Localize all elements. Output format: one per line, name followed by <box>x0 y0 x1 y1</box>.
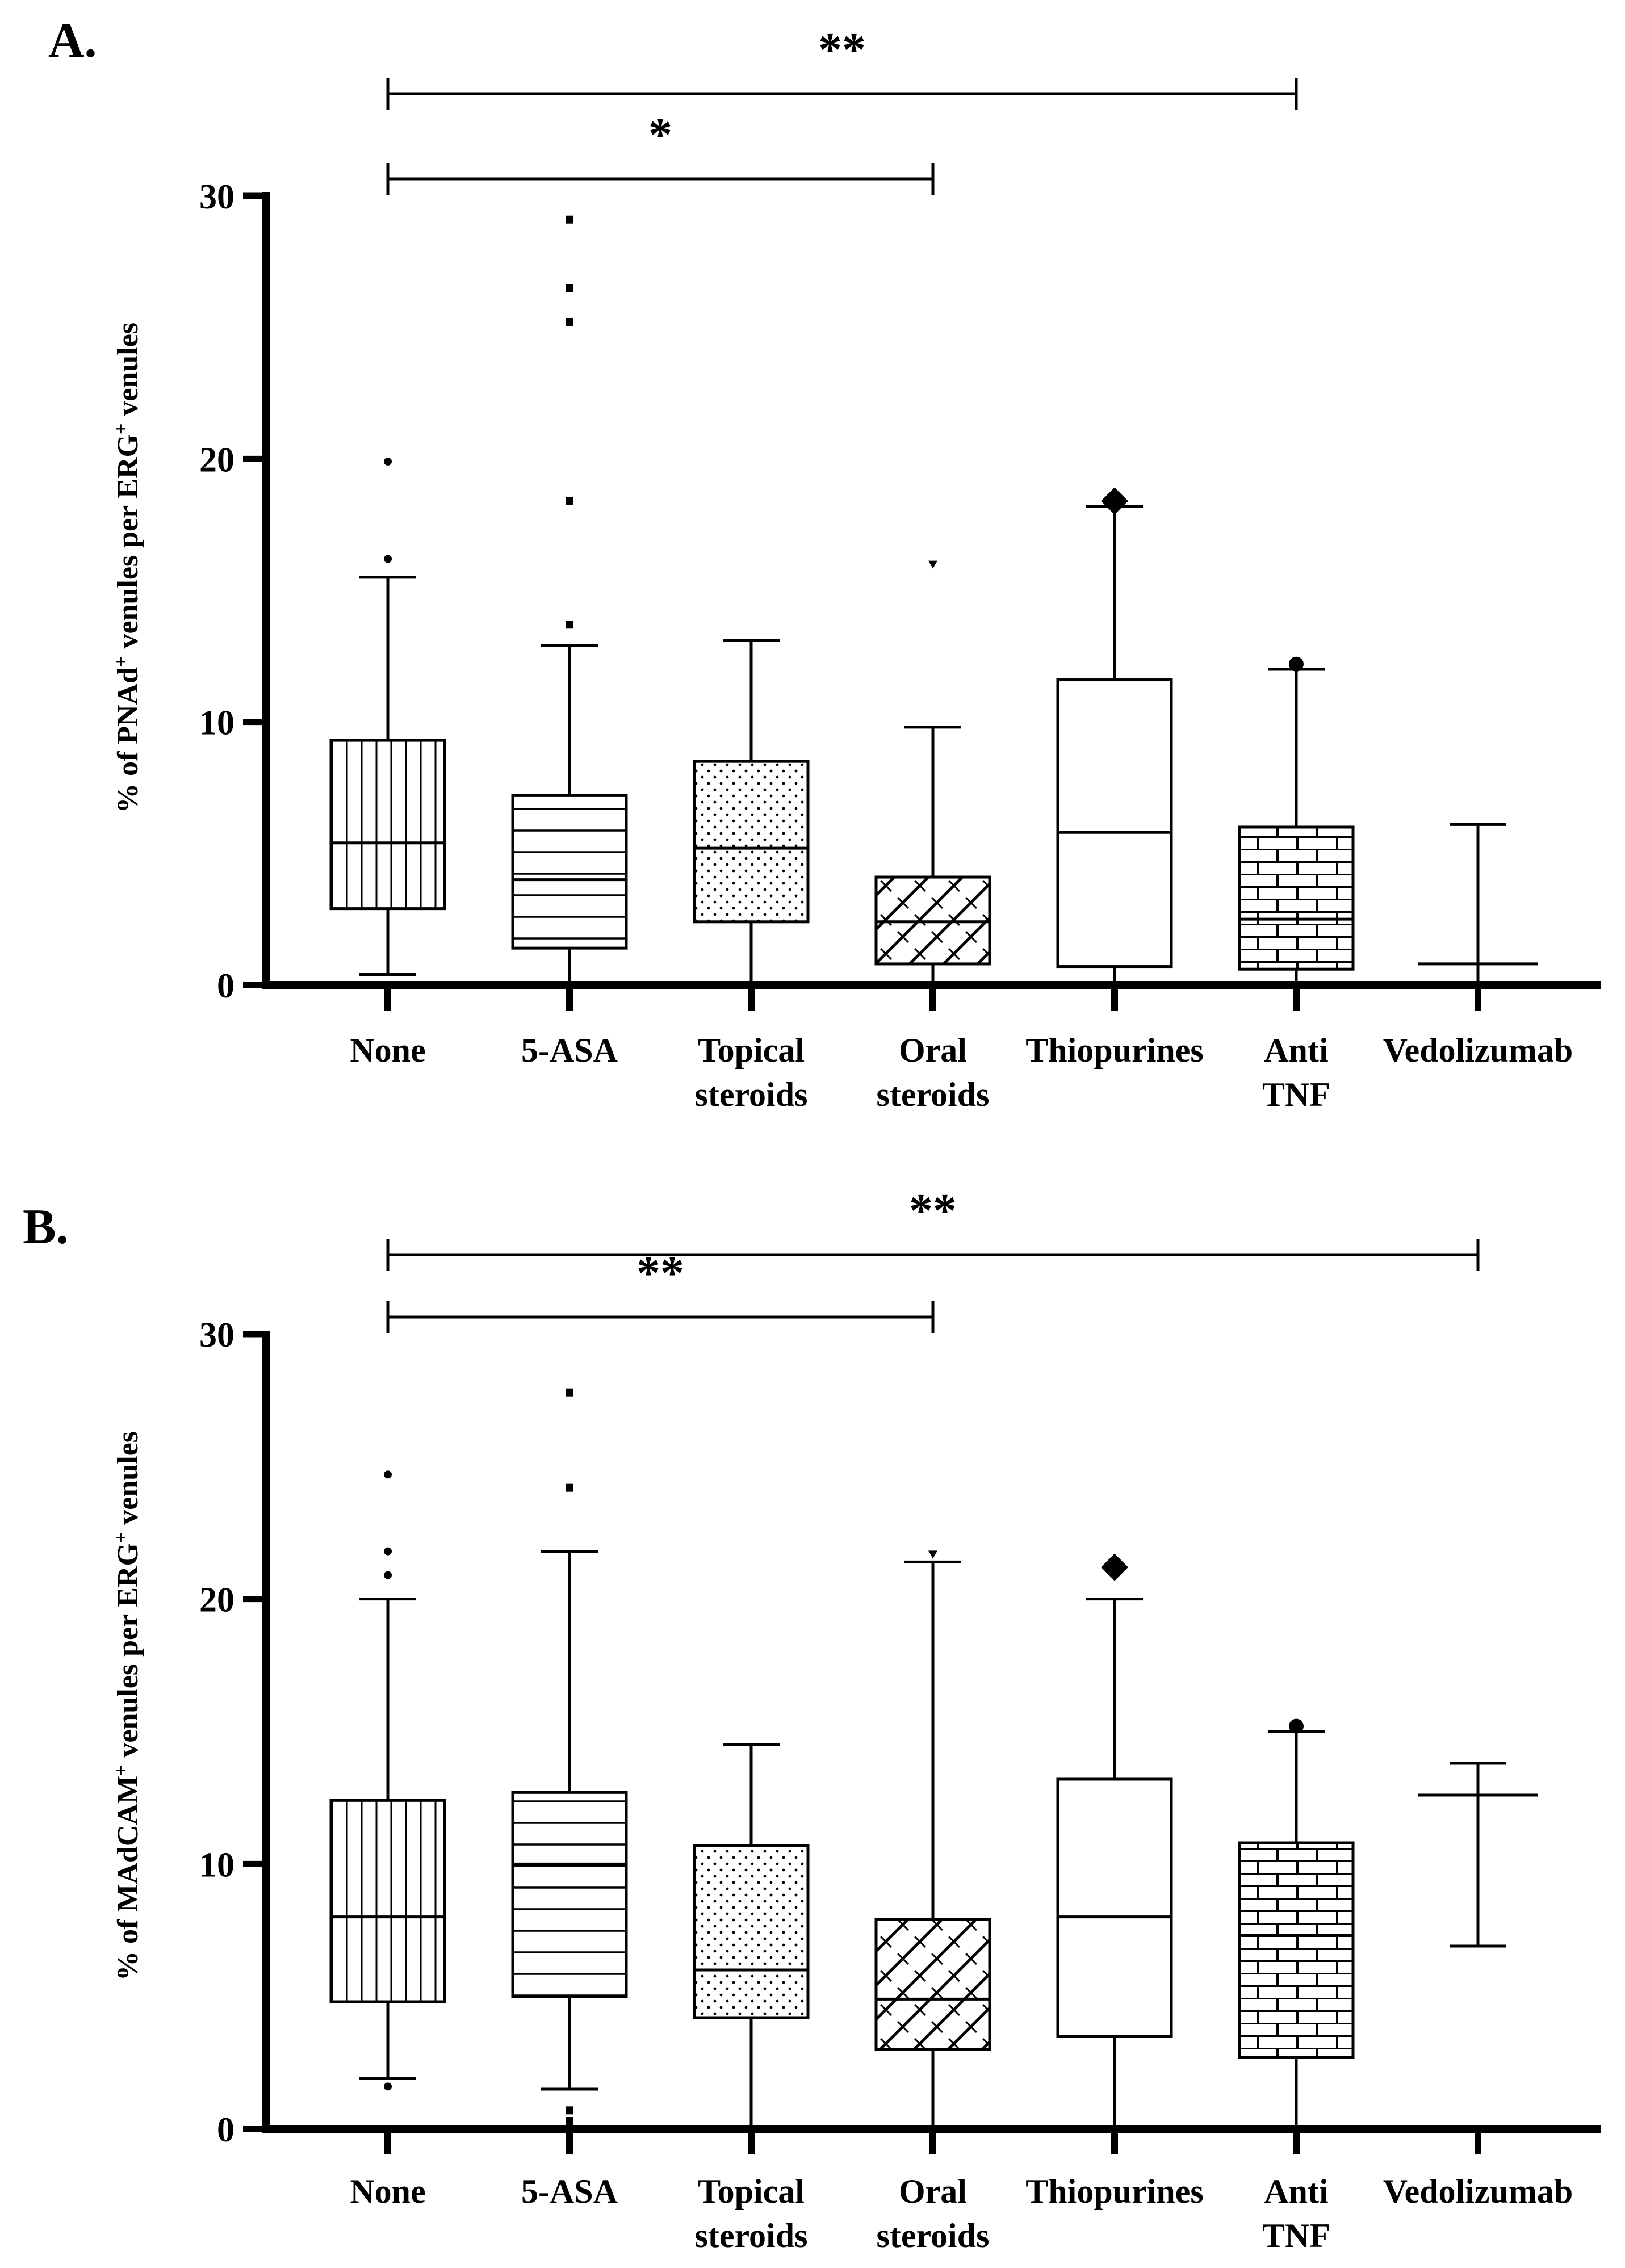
x-category-label: Anti TNF <box>1262 1032 1330 1113</box>
outlier <box>928 1550 937 1559</box>
significance-bracket: ** <box>386 23 1298 110</box>
outlier <box>384 2082 392 2091</box>
box <box>693 760 810 924</box>
box-3 <box>874 1550 991 2129</box>
y-tick-label: 0 <box>217 967 234 1005</box>
significance-label: ** <box>636 1247 684 1299</box>
x-category-label: 5-ASA <box>521 2173 618 2210</box>
outlier <box>384 1571 392 1579</box>
outlier <box>1289 1718 1304 1734</box>
x-category-label: Oral steroids <box>877 2173 990 2254</box>
y-ticks: 0 10 20 30 <box>199 178 266 1005</box>
x-category-label: Oral steroids <box>877 1032 990 1113</box>
significance-bracket: ** <box>386 1184 1480 1271</box>
y-tick-label: 0 <box>217 2111 234 2149</box>
box-5 <box>1238 656 1355 985</box>
box-4 <box>1056 487 1173 985</box>
panel-label: B. <box>23 1200 69 1255</box>
outlier <box>566 2117 573 2125</box>
box <box>1056 1777 1173 2038</box>
x-category-label: 5-ASA <box>521 1032 618 1069</box>
outlier <box>384 1470 392 1479</box>
x-category-label: None <box>350 2173 425 2210</box>
outlier <box>384 457 392 466</box>
significance-label: * <box>648 108 672 161</box>
box <box>329 739 446 911</box>
significance-brackets: ** ** <box>386 1184 1480 1333</box>
y-tick-label: 20 <box>199 1581 234 1620</box>
significance-brackets: *** <box>386 23 1298 195</box>
x-categories: None 5-ASA Topical steroids Oral steroids Thio… <box>350 2129 1573 2254</box>
box-5 <box>1238 1718 1355 2129</box>
outlier <box>566 284 573 292</box>
panel-b: B. % of MAdCAM+ venules per ERG+ venules… <box>23 1184 1601 2254</box>
box-0 <box>329 1470 446 2091</box>
y-tick-label: 30 <box>199 1316 234 1355</box>
box-1 <box>511 1388 628 2125</box>
significance-label: ** <box>909 1184 957 1237</box>
y-ticks: 0 10 20 30 <box>199 1316 266 2149</box>
significance-bracket: * <box>386 108 935 195</box>
box <box>1056 678 1173 969</box>
outlier <box>928 560 937 569</box>
y-axis-label: % of PNAd+ venules per ERG+ venules <box>111 322 144 813</box>
x-category-label: Vedolizumab <box>1383 2173 1573 2210</box>
outlier <box>384 1547 392 1556</box>
outlier <box>566 497 573 505</box>
panel-label: A. <box>48 13 97 68</box>
outlier <box>566 1483 573 1492</box>
x-category-label: Thiopurines <box>1025 1032 1203 1069</box>
x-category-label: Topical steroids <box>695 2173 808 2254</box>
outlier <box>384 555 392 563</box>
x-categories: None 5-ASA Topical steroids Oral steroids Thio… <box>350 985 1573 1113</box>
x-category-label: None <box>350 1032 425 1069</box>
box <box>874 1918 991 2051</box>
outlier <box>566 621 573 629</box>
x-category-label: Thiopurines <box>1025 2173 1203 2210</box>
outlier <box>566 2106 573 2115</box>
y-tick-label: 30 <box>199 178 234 216</box>
significance-bracket: ** <box>386 1247 935 1333</box>
panel-a: A. % of PNAd+ venules per ERG+ venules 0… <box>48 13 1601 1113</box>
boxes <box>329 1388 1538 2129</box>
significance-label: ** <box>818 23 866 76</box>
box <box>511 794 628 950</box>
box-6 <box>1418 823 1538 985</box>
box-1 <box>511 215 628 985</box>
outlier <box>566 318 573 326</box>
box-2 <box>693 1743 810 2129</box>
box-6 <box>1418 1762 1538 1948</box>
box-2 <box>693 639 810 985</box>
box-3 <box>874 560 991 985</box>
outlier <box>1101 487 1128 515</box>
outlier <box>566 1388 573 1397</box>
outlier <box>566 215 573 224</box>
y-tick-label: 10 <box>199 1846 234 1884</box>
box-0 <box>329 457 446 976</box>
boxes <box>329 215 1538 985</box>
box <box>329 1799 446 2003</box>
y-axis-label: % of MAdCAM+ venules per ERG+ venules <box>111 1431 144 1981</box>
outlier <box>1289 656 1304 672</box>
box <box>1238 1841 1355 2059</box>
y-tick-label: 10 <box>199 704 234 743</box>
y-tick-label: 20 <box>199 441 234 479</box>
box-4 <box>1056 1553 1173 2129</box>
box <box>511 1791 628 1998</box>
outlier <box>1101 1553 1128 1581</box>
x-category-label: Vedolizumab <box>1383 1032 1573 1069</box>
x-category-label: Topical steroids <box>695 1032 808 1113</box>
box <box>1238 825 1355 971</box>
box <box>693 1844 810 2019</box>
x-category-label: Anti TNF <box>1262 2173 1330 2254</box>
